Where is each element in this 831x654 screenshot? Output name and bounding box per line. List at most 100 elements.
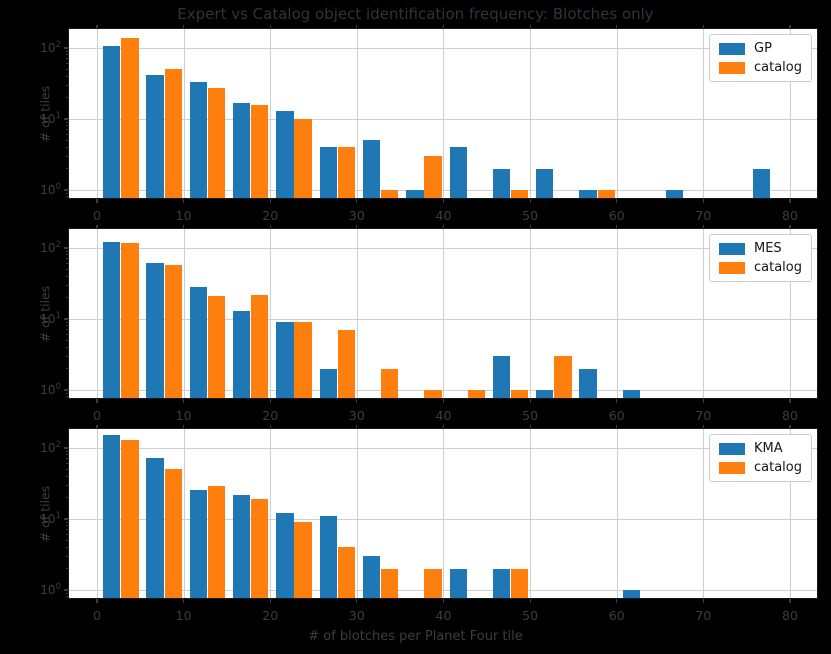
gridline-horizontal bbox=[68, 590, 818, 591]
x-tick-label: 70 bbox=[695, 208, 712, 223]
bar-catalog-bin35 bbox=[424, 568, 442, 599]
y-tick bbox=[64, 447, 68, 449]
gridline-horizontal bbox=[68, 448, 818, 449]
x-tick-top bbox=[442, 224, 445, 228]
x-tick-label: 20 bbox=[262, 408, 279, 423]
gridline-vertical bbox=[616, 428, 618, 599]
y-axis-label: # of tiles bbox=[37, 285, 53, 342]
y-tick-label: 100 bbox=[40, 582, 61, 597]
y-minor-tick bbox=[65, 592, 68, 594]
x-tick-label: 70 bbox=[695, 608, 712, 623]
x-tick-top bbox=[702, 24, 704, 28]
gridline-vertical bbox=[270, 28, 272, 199]
x-tick bbox=[356, 199, 358, 203]
y-minor-tick bbox=[65, 97, 68, 99]
x-tick bbox=[616, 399, 618, 403]
y-minor-tick bbox=[65, 596, 68, 598]
y-tick-label: 101 bbox=[40, 111, 61, 126]
x-tick-top bbox=[702, 224, 704, 228]
y-minor-tick bbox=[65, 125, 68, 127]
y-minor-tick bbox=[65, 250, 68, 252]
x-tick-label: 0 bbox=[93, 608, 101, 623]
x-tick-top bbox=[789, 224, 791, 228]
x-tick-label: 30 bbox=[348, 208, 365, 223]
x-tick bbox=[269, 399, 271, 403]
gridline-vertical bbox=[616, 28, 618, 199]
x-tick-label: 60 bbox=[608, 408, 625, 423]
x-tick bbox=[183, 599, 185, 603]
gridline-vertical bbox=[616, 228, 618, 399]
x-tick bbox=[356, 599, 358, 603]
gridline-vertical bbox=[443, 428, 445, 599]
bar-catalog-bin45 bbox=[511, 390, 529, 399]
bar-catalog-bin20 bbox=[294, 119, 312, 199]
y-tick bbox=[64, 247, 68, 249]
gridline-vertical bbox=[443, 28, 445, 199]
bar-kma-bin40 bbox=[449, 568, 467, 599]
x-tick bbox=[96, 399, 98, 403]
x-tick-label: 80 bbox=[782, 408, 798, 423]
legend-entry-mes: MES bbox=[719, 242, 802, 255]
bar-mes-bin5 bbox=[146, 263, 164, 399]
legend-label: GP bbox=[754, 41, 772, 56]
x-tick bbox=[183, 399, 185, 403]
y-minor-tick bbox=[65, 555, 68, 557]
x-tick-label: 40 bbox=[435, 408, 452, 423]
legend: MES catalog bbox=[709, 234, 812, 282]
bar-catalog-bin10 bbox=[207, 486, 226, 599]
y-minor-tick bbox=[65, 539, 68, 541]
x-tick-top bbox=[529, 224, 531, 228]
bar-kma-bin25 bbox=[319, 516, 337, 599]
bar-catalog-bin30 bbox=[381, 190, 399, 199]
bar-catalog-bin30 bbox=[381, 568, 399, 599]
bar-catalog-bin15 bbox=[251, 499, 269, 599]
legend-label: MES bbox=[754, 241, 782, 256]
x-tick bbox=[529, 199, 531, 203]
gridline-vertical bbox=[270, 228, 272, 399]
gridline-vertical bbox=[703, 28, 705, 199]
y-minor-tick bbox=[65, 396, 68, 398]
bar-catalog-bin35 bbox=[424, 156, 442, 199]
x-tick-label: 20 bbox=[262, 608, 279, 623]
bar-mes-bin20 bbox=[276, 322, 294, 399]
x-tick bbox=[356, 399, 358, 403]
x-tick-label: 50 bbox=[522, 208, 539, 223]
gridline-vertical bbox=[530, 228, 532, 399]
x-tick bbox=[529, 599, 531, 603]
bar-kma-bin30 bbox=[362, 556, 381, 599]
legend-swatch-catalog bbox=[719, 61, 745, 74]
bar-mes-bin15 bbox=[232, 310, 251, 399]
bar-mes-bin45 bbox=[492, 356, 511, 399]
y-minor-tick bbox=[65, 75, 68, 77]
y-minor-tick bbox=[65, 468, 68, 470]
bar-mes-bin55 bbox=[579, 368, 597, 399]
figure-title: Expert vs Catalog object identification … bbox=[177, 5, 654, 23]
gridline-horizontal bbox=[68, 519, 818, 520]
bar-catalog-bin50 bbox=[554, 356, 572, 399]
bar-gp-bin20 bbox=[276, 110, 294, 199]
y-minor-tick bbox=[65, 568, 68, 570]
bar-catalog-bin10 bbox=[207, 88, 226, 199]
legend-swatch-kma bbox=[719, 442, 745, 455]
x-tick-top bbox=[96, 224, 98, 228]
x-tick-top bbox=[529, 424, 531, 428]
y-tick-label: 102 bbox=[40, 240, 61, 255]
bar-catalog-bin0 bbox=[121, 440, 139, 599]
bar-catalog-bin35 bbox=[424, 390, 442, 399]
x-tick-top bbox=[96, 24, 98, 28]
y-minor-tick bbox=[65, 297, 68, 299]
legend-entry-catalog: catalog bbox=[719, 261, 802, 274]
x-tick-label: 50 bbox=[522, 408, 539, 423]
x-tick-label: 50 bbox=[522, 608, 539, 623]
x-tick-top bbox=[616, 24, 618, 28]
gridline-vertical bbox=[356, 428, 358, 599]
y-minor-tick bbox=[65, 129, 68, 131]
gridline-vertical bbox=[703, 228, 705, 399]
y-minor-tick bbox=[65, 168, 68, 170]
bar-kma-bin20 bbox=[276, 513, 294, 599]
x-tick bbox=[789, 399, 791, 403]
y-minor-tick bbox=[65, 63, 68, 65]
y-minor-tick bbox=[65, 275, 68, 277]
x-tick-top bbox=[356, 424, 358, 428]
